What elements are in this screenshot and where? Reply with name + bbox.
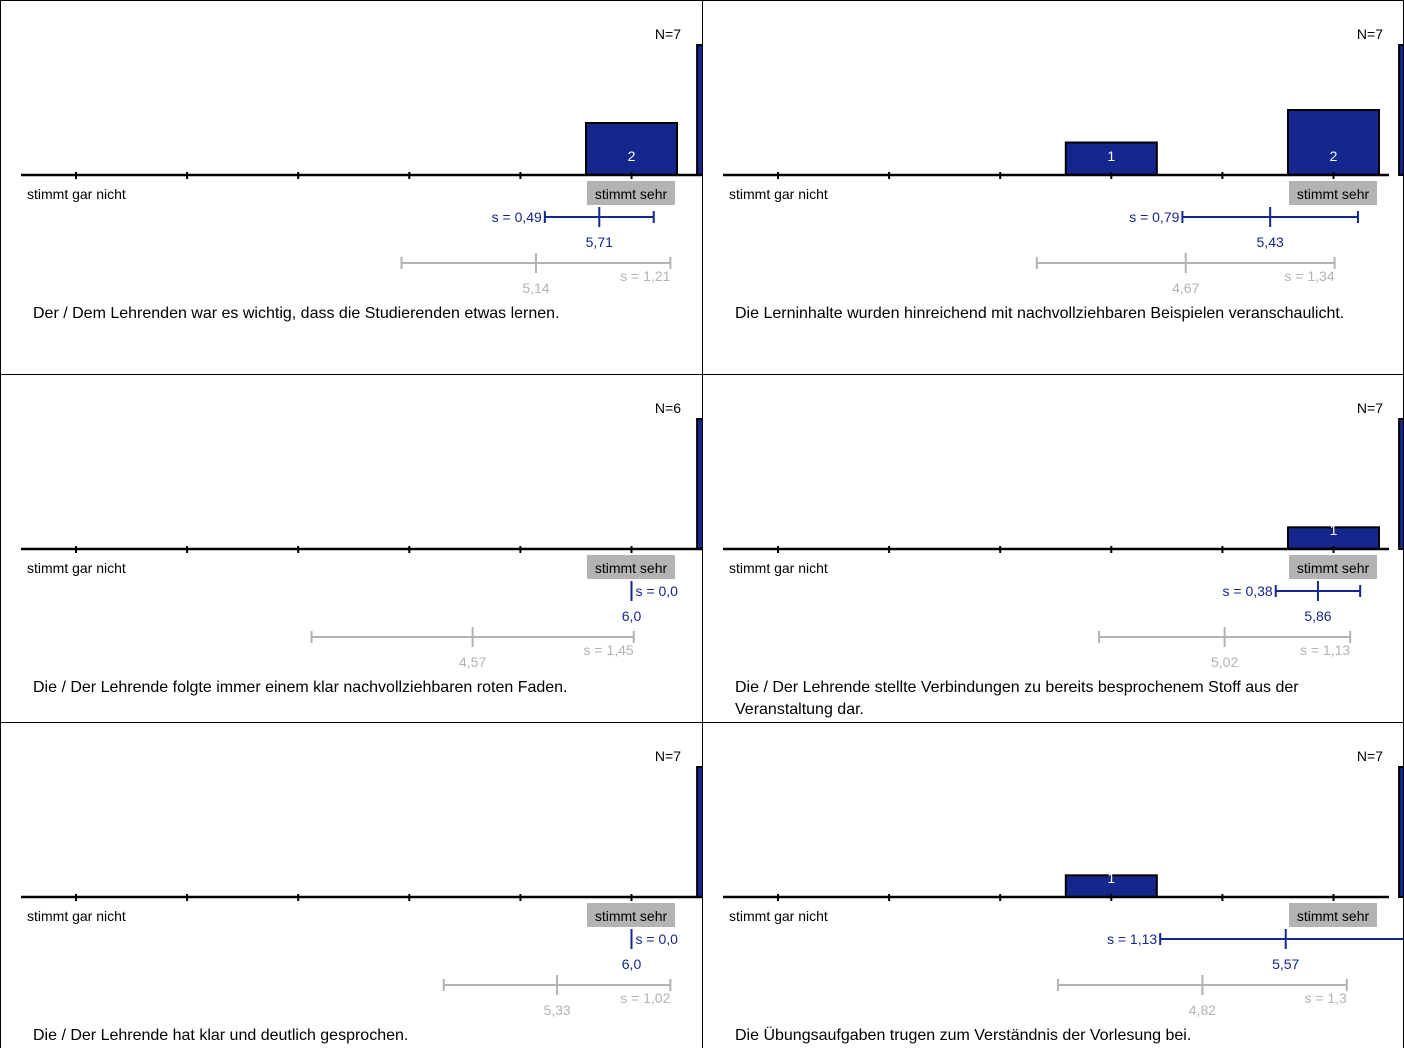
n-label: N=7 — [1357, 400, 1383, 416]
bar-count-label: 1 — [1107, 870, 1115, 886]
own-sd-label: s = 0,0 — [636, 583, 679, 599]
scale-label-right-bg — [587, 903, 675, 927]
bar — [696, 418, 702, 550]
scale-label-right-bg — [1289, 555, 1377, 579]
own-mean-label: 5,71 — [586, 234, 613, 250]
ref-mean-label: 4,82 — [1189, 1002, 1216, 1018]
n-label: N=7 — [655, 748, 681, 764]
bar — [1398, 766, 1403, 898]
scale-label-left: stimmt gar nicht — [729, 908, 828, 924]
bar — [696, 766, 702, 898]
ref-mean-label: 4,57 — [459, 654, 486, 670]
scale-label-right-bg — [587, 181, 675, 205]
own-sd-label: s = 0,79 — [1129, 209, 1179, 225]
n-label: N=7 — [1357, 748, 1383, 764]
bar-count-label: 1 — [1330, 522, 1338, 538]
bar-count-label: 2 — [1330, 148, 1338, 164]
own-sd-label: s = 0,38 — [1223, 583, 1273, 599]
own-mean-label: 6,0 — [622, 608, 642, 624]
bar — [585, 122, 678, 176]
ref-mean-label: 4,67 — [1172, 280, 1199, 296]
ref-mean-label: 5,33 — [543, 1002, 570, 1018]
question-text: Die / Der Lehrende hat klar und deutlich… — [33, 1027, 409, 1044]
ref-mean-label: 5,02 — [1211, 654, 1238, 670]
scale-label-left: stimmt gar nicht — [729, 186, 828, 202]
question-text: Die / Der Lehrende folgte immer einem kl… — [33, 679, 568, 696]
bar — [1398, 418, 1403, 550]
bar — [696, 44, 702, 176]
n-label: N=7 — [655, 26, 681, 42]
bar-count-label: 2 — [628, 148, 636, 164]
bar — [1398, 44, 1403, 176]
scale-label-right: stimmt sehr — [595, 186, 668, 202]
scale-label-right-bg — [1289, 903, 1377, 927]
scale-label-right-bg — [587, 555, 675, 579]
ref-mean-label: 5,14 — [522, 280, 549, 296]
scale-label-left: stimmt gar nicht — [729, 560, 828, 576]
own-sd-label: s = 1,13 — [1107, 931, 1157, 947]
own-mean-label: 5,57 — [1272, 956, 1299, 972]
scale-label-right: stimmt sehr — [1297, 908, 1370, 924]
scale-label-left: stimmt gar nicht — [27, 186, 126, 202]
scale-label-right: stimmt sehr — [1297, 186, 1370, 202]
ref-sd-label: s = 1,34 — [1284, 268, 1334, 284]
n-label: N=7 — [1357, 26, 1383, 42]
scale-label-right: stimmt sehr — [595, 560, 668, 576]
own-sd-label: s = 0,49 — [492, 209, 542, 225]
scale-label-right: stimmt sehr — [595, 908, 668, 924]
bar-count-label: 1 — [1107, 148, 1115, 164]
question-text: Die Übungsaufgaben trugen zum Verständni… — [735, 1027, 1192, 1044]
own-mean-label: 5,43 — [1257, 234, 1284, 250]
question-text: Die Lerninhalte wurden hinreichend mit n… — [735, 305, 1345, 322]
ref-sd-label: s = 1,45 — [584, 642, 634, 658]
n-label: N=6 — [655, 400, 681, 416]
scale-label-right: stimmt sehr — [1297, 560, 1370, 576]
ref-sd-label: s = 1,13 — [1300, 642, 1350, 658]
own-mean-label: 5,86 — [1304, 608, 1331, 624]
own-mean-label: 6,0 — [622, 956, 642, 972]
bar — [1287, 109, 1380, 176]
ref-sd-label: s = 1,21 — [620, 268, 670, 284]
scale-label-left: stimmt gar nicht — [27, 908, 126, 924]
ref-sd-label: s = 1,3 — [1304, 990, 1347, 1006]
question-text: Der / Dem Lehrenden war es wichtig, dass… — [33, 305, 560, 322]
ref-sd-label: s = 1,02 — [620, 990, 670, 1006]
own-sd-label: s = 0,0 — [636, 931, 679, 947]
scale-label-left: stimmt gar nicht — [27, 560, 126, 576]
question-text: Die / Der Lehrende stellte Verbindungen … — [735, 679, 1299, 718]
scale-label-right-bg — [1289, 181, 1377, 205]
